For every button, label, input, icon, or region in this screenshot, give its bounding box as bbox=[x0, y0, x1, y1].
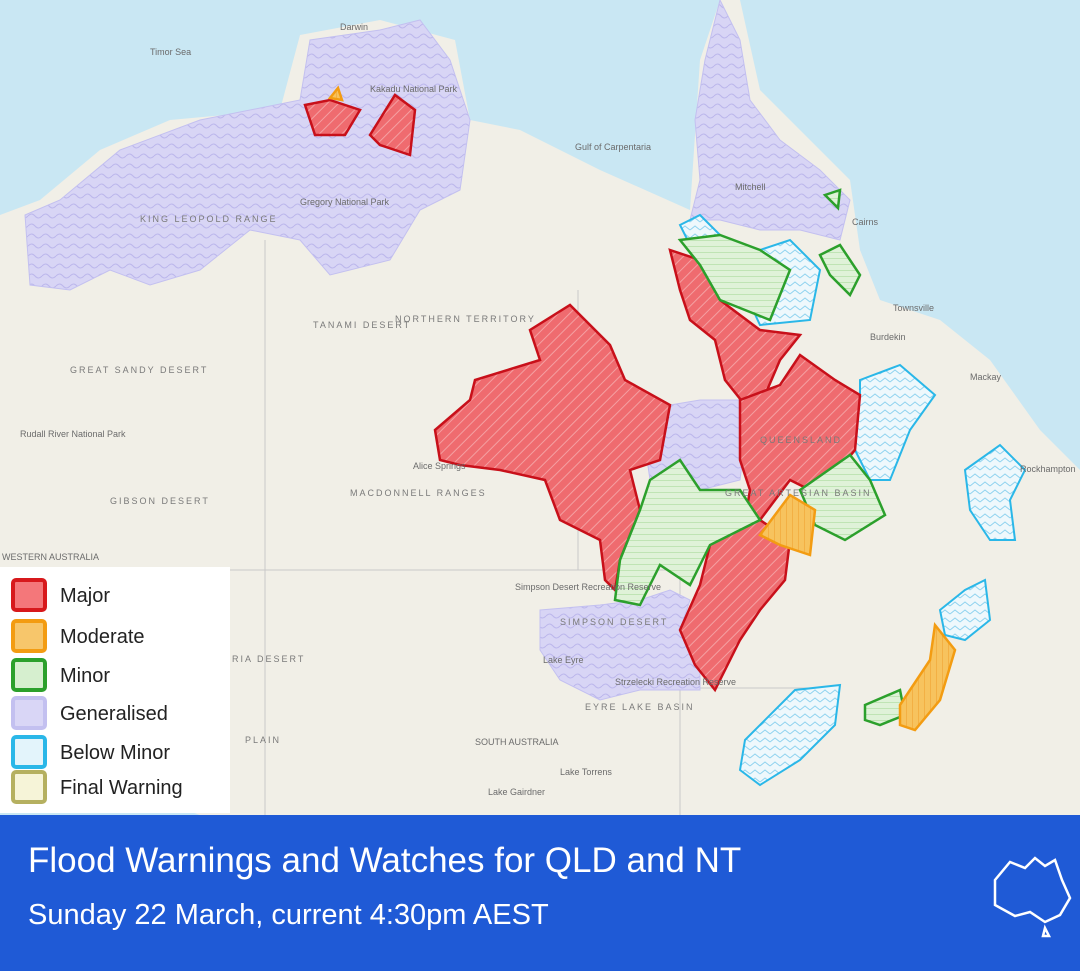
map-label: TANAMI DESERT bbox=[313, 320, 411, 330]
major-area bbox=[303, 98, 362, 137]
moderate-area bbox=[758, 493, 817, 557]
map-label: Rockhampton bbox=[1020, 464, 1076, 474]
map-label: Kakadu National Park bbox=[370, 84, 458, 94]
footer-title: Flood Warnings and Watches for QLD and N… bbox=[28, 841, 741, 880]
moderate-area bbox=[327, 85, 344, 102]
below-minor-area bbox=[738, 683, 842, 787]
footer-subtitle: Sunday 22 March, current 4:30pm AEST bbox=[28, 899, 549, 931]
legend-swatch bbox=[11, 696, 47, 730]
moderate-area bbox=[898, 621, 957, 732]
footer: Flood Warnings and Watches for QLD and N… bbox=[0, 815, 1080, 971]
map-label: SIMPSON DESERT bbox=[560, 617, 668, 627]
below-minor-area bbox=[938, 578, 992, 642]
generalised-area bbox=[689, 0, 851, 241]
map-label: Mackay bbox=[970, 372, 1002, 382]
map-label: Gregory National Park bbox=[300, 197, 390, 207]
map-label: Townsville bbox=[893, 303, 934, 313]
map-label: Darwin bbox=[340, 22, 368, 32]
legend-swatch bbox=[11, 658, 47, 692]
legend-label: Generalised bbox=[60, 703, 168, 725]
footer-band bbox=[0, 815, 1080, 971]
legend-swatch bbox=[11, 735, 47, 769]
map-label: Strzelecki Recreation Reserve bbox=[615, 677, 736, 687]
legend-label: Moderate bbox=[60, 626, 145, 648]
map-label: Gulf of Carpentaria bbox=[575, 142, 651, 152]
map-label: Mitchell bbox=[735, 182, 766, 192]
map-labels: Timor Sea Darwin Kakadu National Park Gu… bbox=[2, 22, 1076, 797]
map-label: Lake Gairdner bbox=[488, 787, 545, 797]
map-label: Lake Torrens bbox=[560, 767, 612, 777]
map-label: GREAT ARTESIAN BASIN bbox=[725, 488, 872, 498]
map-label: Cairns bbox=[852, 217, 879, 227]
minor-area bbox=[822, 188, 842, 211]
map-label: MACDONNELL RANGES bbox=[350, 488, 487, 498]
map-label: Alice Springs bbox=[413, 461, 466, 471]
minor-area bbox=[798, 453, 887, 542]
map-label: QUEENSLAND bbox=[760, 435, 842, 445]
map-label: PLAIN bbox=[245, 735, 281, 745]
map-label: GIBSON DESERT bbox=[110, 496, 210, 506]
minor-area bbox=[613, 458, 762, 607]
map-label: EYRE LAKE BASIN bbox=[585, 702, 695, 712]
major-area bbox=[433, 303, 672, 593]
map-label: Rudall River National Park bbox=[20, 429, 126, 439]
legend: Major Moderate Minor Generalised Below Minor… bbox=[0, 567, 230, 813]
sea bbox=[740, 0, 1080, 470]
legend-label: Major bbox=[60, 585, 110, 607]
below-minor-area bbox=[963, 443, 1027, 541]
map-label: Burdekin bbox=[870, 332, 906, 342]
map-label: Simpson Desert Recreation Reserve bbox=[515, 582, 661, 592]
map-label: Lake Eyre bbox=[543, 655, 584, 665]
legend-label: Minor bbox=[60, 665, 110, 687]
minor-area bbox=[818, 243, 862, 298]
legend-label: Below Minor bbox=[60, 742, 170, 764]
map-label: GREAT SANDY DESERT bbox=[70, 365, 208, 375]
sea bbox=[0, 0, 720, 215]
legend-swatch bbox=[11, 578, 47, 612]
legend-swatch bbox=[11, 770, 47, 804]
legend-swatch bbox=[11, 619, 47, 653]
map-label: KING LEOPOLD RANGE bbox=[140, 214, 278, 224]
map-label: SOUTH AUSTRALIA bbox=[475, 737, 559, 747]
logo bbox=[993, 856, 1072, 938]
minor-area bbox=[863, 688, 907, 727]
legend-label: Final Warning bbox=[60, 777, 183, 799]
minor-area bbox=[677, 233, 792, 322]
generalised-area bbox=[24, 19, 471, 291]
map-label: NORTHERN TERRITORY bbox=[395, 314, 536, 324]
map-label: WESTERN AUSTRALIA bbox=[2, 552, 99, 562]
map-label: RIA DESERT bbox=[232, 654, 305, 664]
major-area bbox=[368, 93, 417, 157]
map-label: Timor Sea bbox=[150, 47, 191, 57]
